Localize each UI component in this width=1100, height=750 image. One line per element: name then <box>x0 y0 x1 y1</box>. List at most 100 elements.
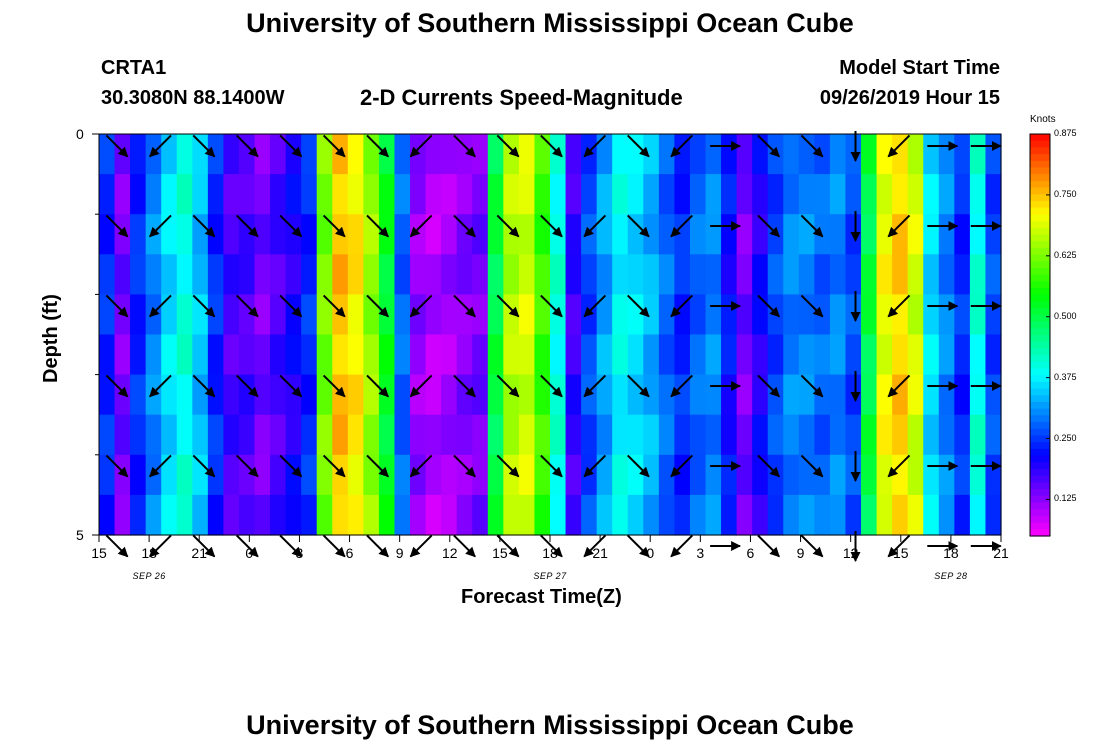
heatmap-cell <box>518 134 536 175</box>
heatmap-cell <box>674 494 691 536</box>
heatmap-cell <box>145 334 162 376</box>
heatmap-cell <box>534 254 551 295</box>
heatmap-cell <box>550 254 567 295</box>
y-tick-label-top: 0 <box>76 126 84 142</box>
colorbar-segment <box>1030 495 1050 504</box>
heatmap-cell <box>176 294 193 336</box>
heatmap-cell <box>114 214 131 255</box>
heatmap-cell <box>145 254 162 295</box>
heatmap-cell <box>394 374 411 416</box>
heatmap-cell <box>456 374 473 416</box>
heatmap-cell <box>301 134 318 175</box>
current-arrow <box>800 454 824 478</box>
heatmap-cell <box>394 134 411 175</box>
heatmap-cell <box>643 134 660 175</box>
heatmap-cell <box>223 214 240 255</box>
heatmap-cell <box>425 374 442 416</box>
heatmap-cell <box>550 174 567 215</box>
current-arrow <box>626 534 650 558</box>
heatmap-cell <box>378 254 396 295</box>
heatmap-cell <box>705 174 722 215</box>
heatmap-cell <box>192 334 209 376</box>
x-tick-label: 6 <box>746 545 755 561</box>
current-arrow <box>279 134 303 158</box>
heatmap-cell <box>238 214 256 255</box>
current-arrow <box>670 134 694 158</box>
page-title: University of Southern Mississippi Ocean… <box>246 8 854 38</box>
current-arrow <box>149 534 172 558</box>
current-arrow <box>105 134 129 158</box>
heatmap-cell <box>581 174 598 215</box>
current-arrow <box>540 134 563 158</box>
heatmap-cell <box>316 294 333 336</box>
heatmap-cell <box>783 374 800 416</box>
heatmap-cell <box>643 374 660 416</box>
heatmap-cell <box>518 214 536 255</box>
current-arrow <box>583 534 607 558</box>
model-start-label: Model Start Time <box>839 57 1000 79</box>
heatmap-cell <box>969 294 987 336</box>
heatmap-cell <box>721 214 738 255</box>
station-id: CRTA1 <box>101 57 167 79</box>
heatmap-cell <box>627 494 644 536</box>
heatmap-cell <box>332 134 349 175</box>
heatmap-cell <box>627 294 644 336</box>
heatmap-cell <box>969 494 987 536</box>
heatmap-cell <box>130 214 147 255</box>
heatmap-cell <box>736 454 753 496</box>
heatmap-cell <box>876 134 893 175</box>
heatmap-cell <box>705 374 722 416</box>
heatmap-cell <box>518 334 536 376</box>
current-arrow <box>540 454 563 478</box>
heatmap-cell <box>550 494 567 536</box>
heatmap-cell <box>145 174 162 215</box>
heatmap-cell <box>845 214 862 255</box>
heatmap-cell <box>487 374 504 416</box>
heatmap-cell <box>99 294 116 336</box>
current-arrow <box>670 534 694 558</box>
current-arrow <box>366 454 389 478</box>
heatmap-cell <box>581 374 598 416</box>
heatmap-cell <box>736 134 753 175</box>
current-arrow <box>887 134 911 158</box>
heatmap-cell <box>223 134 240 175</box>
heatmap-cell <box>161 134 178 175</box>
heatmap-cell <box>394 294 411 336</box>
heatmap-cell <box>736 334 753 376</box>
heatmap-cell <box>907 334 924 376</box>
heatmap-cell <box>612 414 629 456</box>
heatmap-cell <box>410 174 427 215</box>
heatmap-cell <box>861 174 878 215</box>
heatmap-cell <box>534 334 551 376</box>
heatmap-cell <box>752 294 769 336</box>
heatmap-cell <box>378 334 396 376</box>
heatmap-cell <box>130 174 147 215</box>
current-arrow <box>322 454 346 478</box>
current-arrow <box>192 454 216 478</box>
heatmap-cell <box>767 414 784 456</box>
heatmap-cell <box>207 374 225 416</box>
plot-title: 2-D Currents Speed-Magnitude <box>360 85 683 110</box>
heatmap-cell <box>954 494 971 536</box>
heatmap-cell <box>176 494 193 536</box>
heatmap-cell <box>394 334 411 376</box>
heatmap-cell <box>923 214 940 255</box>
heatmap-cell <box>752 254 769 295</box>
heatmap-cell <box>518 254 536 295</box>
heatmap-cell <box>207 454 225 496</box>
heatmap-cell <box>254 454 271 496</box>
heatmap-cell <box>892 254 909 295</box>
heatmap-cell <box>207 214 225 255</box>
heatmap-cell <box>938 294 955 336</box>
current-arrow <box>409 454 433 478</box>
heatmap-cell <box>270 414 287 456</box>
heatmap-cell <box>752 414 769 456</box>
heatmap-cell <box>441 414 458 456</box>
heatmap-cell <box>176 214 193 255</box>
heatmap-cell <box>814 494 831 536</box>
current-arrow <box>887 294 911 318</box>
date-label: SEP 28 <box>934 571 968 581</box>
colorbar-segment <box>1030 261 1050 269</box>
heatmap-cell <box>238 334 256 376</box>
heatmap-cell <box>301 214 318 255</box>
